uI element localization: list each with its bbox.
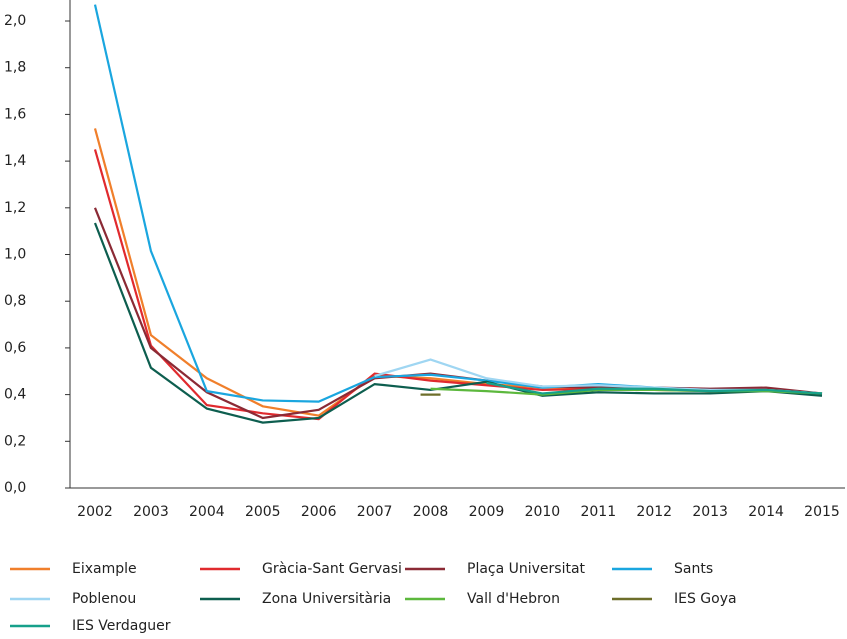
x-tick-label: 2012 — [636, 504, 672, 520]
x-tick-label: 2004 — [189, 504, 225, 520]
y-tick-label: 0,2 — [4, 433, 26, 449]
x-tick-label: 2011 — [580, 504, 616, 520]
y-tick-label: 0,0 — [4, 480, 26, 496]
x-tick-label: 2015 — [804, 504, 840, 520]
x-tick-label: 2009 — [469, 504, 505, 520]
series-line — [93, 4, 823, 403]
x-tick-label: 2003 — [133, 504, 169, 520]
legend-label: Zona Universitària — [262, 591, 391, 607]
legend-label: Vall d'Hebron — [467, 591, 560, 607]
y-tick-label: 2,0 — [4, 13, 26, 29]
y-tick-label: 0,4 — [4, 387, 26, 403]
legend-label: Poblenou — [72, 591, 136, 607]
x-tick-label: 2008 — [413, 504, 449, 520]
series-line — [486, 381, 823, 395]
legend-label: Eixample — [72, 561, 137, 577]
legend-label: Sants — [674, 561, 713, 577]
legend-label: Plaça Universitat — [467, 561, 586, 577]
y-tick-label: 1,4 — [4, 153, 26, 169]
x-tick-label: 2005 — [245, 504, 281, 520]
y-tick-label: 0,6 — [4, 340, 26, 356]
legend-label: IES Verdaguer — [72, 618, 171, 634]
x-tick-label: 2014 — [748, 504, 784, 520]
legend-label: Gràcia-Sant Gervasi — [262, 561, 402, 577]
y-tick-label: 1,6 — [4, 106, 26, 122]
legend-label: IES Goya — [674, 591, 737, 607]
x-tick-label: 2007 — [357, 504, 393, 520]
series-line — [93, 128, 823, 417]
x-tick-label: 2013 — [692, 504, 728, 520]
x-tick-label: 2010 — [525, 504, 561, 520]
y-tick-label: 1,0 — [4, 247, 26, 263]
series-line — [93, 222, 823, 424]
x-tick-label: 2006 — [301, 504, 337, 520]
y-tick-label: 1,2 — [4, 200, 26, 216]
y-tick-label: 0,8 — [4, 293, 26, 309]
y-tick-label: 1,8 — [4, 60, 26, 76]
x-tick-label: 2002 — [77, 504, 113, 520]
